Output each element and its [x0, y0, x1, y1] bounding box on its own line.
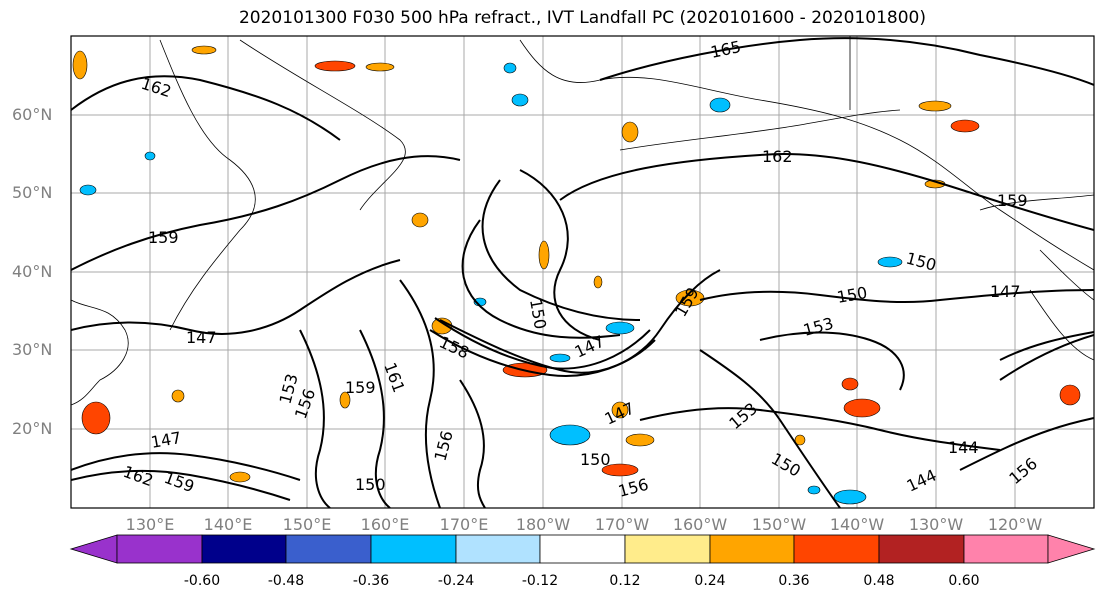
colorbar-segment	[285, 534, 372, 564]
contour-label: 162	[762, 147, 793, 166]
colorbar-extend-low	[69, 534, 118, 564]
contour-label: 150	[580, 450, 611, 469]
contour-label: 150	[526, 297, 550, 330]
lon-label: 130°E	[125, 515, 175, 534]
lon-label: 130°W	[908, 515, 964, 534]
colorbar-segment	[963, 534, 1049, 564]
lat-label: 40°N	[12, 262, 53, 281]
colorbar-tick-label: 0.12	[609, 573, 641, 589]
contour-label: 144	[948, 438, 979, 457]
lon-label: 160°E	[360, 515, 410, 534]
colorbar-tick-label: -0.36	[352, 573, 390, 589]
lon-label: 170°W	[594, 515, 650, 534]
colorbar-tick-label: 0.60	[948, 573, 980, 589]
colorbar-segment	[370, 534, 457, 564]
contour-label: 156	[431, 429, 457, 463]
contour-label: 150	[835, 283, 868, 307]
contour-label: 153	[725, 399, 761, 433]
lon-label: 120°W	[987, 515, 1043, 534]
contour-label: 165	[709, 37, 743, 62]
lon-label: 150°W	[751, 515, 807, 534]
contour-label: 159	[997, 191, 1028, 210]
colorbar-segment	[201, 534, 287, 564]
colorbar-segment	[624, 534, 711, 564]
lon-label: 170°E	[439, 515, 489, 534]
map-frame	[70, 35, 1095, 509]
colorbar-extend-high	[1047, 534, 1096, 564]
contour-label: 156	[1005, 454, 1041, 488]
colorbar-tick-label: -0.60	[183, 573, 221, 589]
coastlines	[71, 36, 1094, 406]
contour-label: 147	[990, 282, 1021, 301]
colorbar-segment	[455, 534, 541, 564]
colorbar-tick-label: -0.48	[267, 573, 305, 589]
contour-label: 161	[380, 360, 408, 395]
contour-label: 150	[904, 249, 938, 275]
contour-label: 156	[616, 475, 650, 501]
contour-label: 159	[345, 378, 376, 397]
gridlines	[71, 36, 1094, 508]
contour-label: 159	[162, 468, 197, 496]
contour-label: 153	[801, 314, 835, 340]
colorbar-segment	[539, 534, 626, 564]
shaded-patches	[72, 45, 1081, 505]
lon-label: 140°E	[203, 515, 253, 534]
colorbar-tick-label: -0.24	[437, 573, 475, 589]
contour-label: 150	[355, 475, 386, 494]
colorbar-tick-label: 0.36	[778, 573, 810, 589]
contour-label: 147	[149, 428, 182, 452]
lon-label: 180°W	[515, 515, 571, 534]
contour-label: 162	[139, 74, 174, 102]
colorbar-segment	[116, 534, 203, 564]
colorbar-tick-label: 0.48	[863, 573, 895, 589]
colorbar-segment	[793, 534, 880, 564]
contour-label: 159	[148, 228, 179, 247]
colorbar-segment	[709, 534, 795, 564]
contour-label: 147	[602, 398, 638, 428]
colorbar-tick-label: -0.12	[521, 573, 559, 589]
contour-label: 162	[121, 462, 156, 490]
lat-label: 30°N	[12, 340, 53, 359]
map-title: 2020101300 F030 500 hPa refract., IVT La…	[238, 8, 926, 28]
contour-label: 144	[904, 465, 940, 495]
colorbar-tick-label: 0.24	[694, 573, 726, 589]
lon-label: 160°W	[672, 515, 728, 534]
colorbar-segment	[878, 534, 965, 564]
contour-lines	[71, 37, 1094, 508]
contour-label: 150	[768, 449, 804, 481]
lat-label: 60°N	[12, 105, 53, 124]
contour-label: 147	[186, 328, 217, 347]
lat-label: 50°N	[12, 183, 53, 202]
lon-label: 150°E	[282, 515, 332, 534]
lat-label: 20°N	[12, 419, 53, 438]
colorbar	[69, 534, 1096, 564]
lon-label: 140°W	[829, 515, 885, 534]
